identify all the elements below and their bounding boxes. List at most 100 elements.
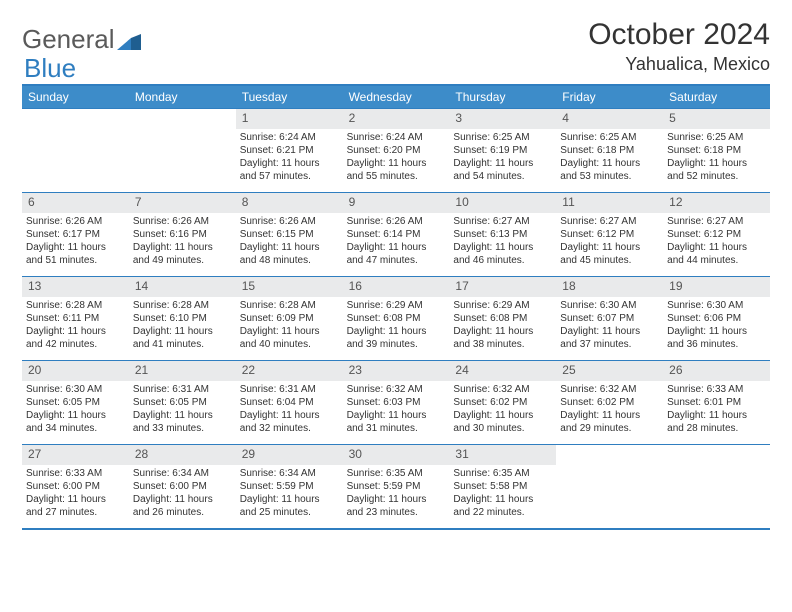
day-number: 14 xyxy=(129,277,236,297)
day-number: 17 xyxy=(449,277,556,297)
day-body: Sunrise: 6:25 AMSunset: 6:19 PMDaylight:… xyxy=(449,129,556,189)
calendar-cell: 14Sunrise: 6:28 AMSunset: 6:10 PMDayligh… xyxy=(129,276,236,360)
calendar-cell: 27Sunrise: 6:33 AMSunset: 6:00 PMDayligh… xyxy=(22,444,129,528)
calendar-cell: 17Sunrise: 6:29 AMSunset: 6:08 PMDayligh… xyxy=(449,276,556,360)
day-body: Sunrise: 6:24 AMSunset: 6:20 PMDaylight:… xyxy=(343,129,450,189)
calendar-cell: 19Sunrise: 6:30 AMSunset: 6:06 PMDayligh… xyxy=(663,276,770,360)
day-body: Sunrise: 6:26 AMSunset: 6:16 PMDaylight:… xyxy=(129,213,236,273)
calendar-cell-empty xyxy=(129,108,236,192)
day-body: Sunrise: 6:27 AMSunset: 6:13 PMDaylight:… xyxy=(449,213,556,273)
day-number: 6 xyxy=(22,193,129,213)
day-body: Sunrise: 6:30 AMSunset: 6:05 PMDaylight:… xyxy=(22,381,129,441)
calendar-cell: 1Sunrise: 6:24 AMSunset: 6:21 PMDaylight… xyxy=(236,108,343,192)
day-body: Sunrise: 6:27 AMSunset: 6:12 PMDaylight:… xyxy=(556,213,663,273)
calendar-cell: 7Sunrise: 6:26 AMSunset: 6:16 PMDaylight… xyxy=(129,192,236,276)
calendar-cell: 9Sunrise: 6:26 AMSunset: 6:14 PMDaylight… xyxy=(343,192,450,276)
day-number: 28 xyxy=(129,445,236,465)
day-number: 5 xyxy=(663,109,770,129)
day-number: 1 xyxy=(236,109,343,129)
day-body: Sunrise: 6:35 AMSunset: 5:59 PMDaylight:… xyxy=(343,465,450,525)
day-body: Sunrise: 6:33 AMSunset: 6:00 PMDaylight:… xyxy=(22,465,129,525)
logo: General xyxy=(22,18,143,55)
day-header: Friday xyxy=(556,86,663,108)
calendar-cell: 23Sunrise: 6:32 AMSunset: 6:03 PMDayligh… xyxy=(343,360,450,444)
day-number: 15 xyxy=(236,277,343,297)
day-number: 16 xyxy=(343,277,450,297)
day-number: 12 xyxy=(663,193,770,213)
day-number: 7 xyxy=(129,193,236,213)
day-body: Sunrise: 6:28 AMSunset: 6:10 PMDaylight:… xyxy=(129,297,236,357)
title-block: October 2024 Yahualica, Mexico xyxy=(588,18,770,75)
day-body: Sunrise: 6:32 AMSunset: 6:02 PMDaylight:… xyxy=(449,381,556,441)
day-header: Monday xyxy=(129,86,236,108)
calendar-cell: 28Sunrise: 6:34 AMSunset: 6:00 PMDayligh… xyxy=(129,444,236,528)
day-number: 26 xyxy=(663,361,770,381)
calendar-cell: 25Sunrise: 6:32 AMSunset: 6:02 PMDayligh… xyxy=(556,360,663,444)
day-number: 19 xyxy=(663,277,770,297)
calendar-cell: 10Sunrise: 6:27 AMSunset: 6:13 PMDayligh… xyxy=(449,192,556,276)
calendar-cell: 3Sunrise: 6:25 AMSunset: 6:19 PMDaylight… xyxy=(449,108,556,192)
day-number: 20 xyxy=(22,361,129,381)
day-number: 3 xyxy=(449,109,556,129)
day-number: 13 xyxy=(22,277,129,297)
month-title: October 2024 xyxy=(588,18,770,52)
calendar-cell: 5Sunrise: 6:25 AMSunset: 6:18 PMDaylight… xyxy=(663,108,770,192)
calendar-cell: 21Sunrise: 6:31 AMSunset: 6:05 PMDayligh… xyxy=(129,360,236,444)
day-body: Sunrise: 6:35 AMSunset: 5:58 PMDaylight:… xyxy=(449,465,556,525)
day-body: Sunrise: 6:26 AMSunset: 6:14 PMDaylight:… xyxy=(343,213,450,273)
calendar-cell: 15Sunrise: 6:28 AMSunset: 6:09 PMDayligh… xyxy=(236,276,343,360)
logo-text-1: General xyxy=(22,24,115,55)
day-body: Sunrise: 6:31 AMSunset: 6:05 PMDaylight:… xyxy=(129,381,236,441)
day-header: Saturday xyxy=(663,86,770,108)
day-body: Sunrise: 6:34 AMSunset: 6:00 PMDaylight:… xyxy=(129,465,236,525)
day-number: 18 xyxy=(556,277,663,297)
day-body: Sunrise: 6:30 AMSunset: 6:07 PMDaylight:… xyxy=(556,297,663,357)
calendar-cell: 29Sunrise: 6:34 AMSunset: 5:59 PMDayligh… xyxy=(236,444,343,528)
day-body: Sunrise: 6:30 AMSunset: 6:06 PMDaylight:… xyxy=(663,297,770,357)
calendar-cell: 30Sunrise: 6:35 AMSunset: 5:59 PMDayligh… xyxy=(343,444,450,528)
calendar-cell: 13Sunrise: 6:28 AMSunset: 6:11 PMDayligh… xyxy=(22,276,129,360)
calendar-cell-empty xyxy=(556,444,663,528)
day-body: Sunrise: 6:32 AMSunset: 6:02 PMDaylight:… xyxy=(556,381,663,441)
logo-mark-icon xyxy=(117,28,143,48)
day-body: Sunrise: 6:32 AMSunset: 6:03 PMDaylight:… xyxy=(343,381,450,441)
day-number: 11 xyxy=(556,193,663,213)
day-number: 31 xyxy=(449,445,556,465)
calendar-grid: SundayMondayTuesdayWednesdayThursdayFrid… xyxy=(22,84,770,530)
calendar-cell: 8Sunrise: 6:26 AMSunset: 6:15 PMDaylight… xyxy=(236,192,343,276)
day-body: Sunrise: 6:28 AMSunset: 6:11 PMDaylight:… xyxy=(22,297,129,357)
day-number: 29 xyxy=(236,445,343,465)
calendar-cell: 26Sunrise: 6:33 AMSunset: 6:01 PMDayligh… xyxy=(663,360,770,444)
calendar-cell: 12Sunrise: 6:27 AMSunset: 6:12 PMDayligh… xyxy=(663,192,770,276)
day-body: Sunrise: 6:33 AMSunset: 6:01 PMDaylight:… xyxy=(663,381,770,441)
day-number: 23 xyxy=(343,361,450,381)
calendar-cell: 20Sunrise: 6:30 AMSunset: 6:05 PMDayligh… xyxy=(22,360,129,444)
day-number: 21 xyxy=(129,361,236,381)
day-body: Sunrise: 6:24 AMSunset: 6:21 PMDaylight:… xyxy=(236,129,343,189)
calendar-cell: 6Sunrise: 6:26 AMSunset: 6:17 PMDaylight… xyxy=(22,192,129,276)
calendar-cell: 31Sunrise: 6:35 AMSunset: 5:58 PMDayligh… xyxy=(449,444,556,528)
day-number: 25 xyxy=(556,361,663,381)
calendar-cell: 18Sunrise: 6:30 AMSunset: 6:07 PMDayligh… xyxy=(556,276,663,360)
day-number: 9 xyxy=(343,193,450,213)
calendar-cell: 4Sunrise: 6:25 AMSunset: 6:18 PMDaylight… xyxy=(556,108,663,192)
calendar-cell: 2Sunrise: 6:24 AMSunset: 6:20 PMDaylight… xyxy=(343,108,450,192)
calendar-cell: 16Sunrise: 6:29 AMSunset: 6:08 PMDayligh… xyxy=(343,276,450,360)
day-body: Sunrise: 6:26 AMSunset: 6:17 PMDaylight:… xyxy=(22,213,129,273)
day-body: Sunrise: 6:26 AMSunset: 6:15 PMDaylight:… xyxy=(236,213,343,273)
day-number: 27 xyxy=(22,445,129,465)
day-body: Sunrise: 6:29 AMSunset: 6:08 PMDaylight:… xyxy=(343,297,450,357)
calendar-cell-empty xyxy=(22,108,129,192)
day-header: Sunday xyxy=(22,86,129,108)
day-number: 8 xyxy=(236,193,343,213)
location-title: Yahualica, Mexico xyxy=(588,54,770,75)
day-number: 24 xyxy=(449,361,556,381)
day-number: 2 xyxy=(343,109,450,129)
day-body: Sunrise: 6:31 AMSunset: 6:04 PMDaylight:… xyxy=(236,381,343,441)
day-body: Sunrise: 6:27 AMSunset: 6:12 PMDaylight:… xyxy=(663,213,770,273)
day-header: Thursday xyxy=(449,86,556,108)
day-header: Tuesday xyxy=(236,86,343,108)
day-body: Sunrise: 6:28 AMSunset: 6:09 PMDaylight:… xyxy=(236,297,343,357)
day-body: Sunrise: 6:25 AMSunset: 6:18 PMDaylight:… xyxy=(556,129,663,189)
day-body: Sunrise: 6:34 AMSunset: 5:59 PMDaylight:… xyxy=(236,465,343,525)
